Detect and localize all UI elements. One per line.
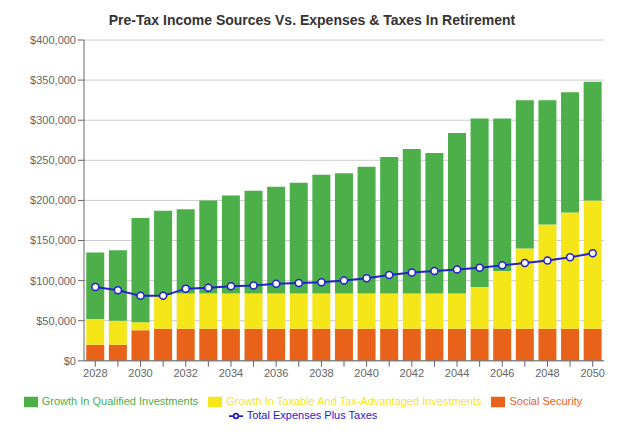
svg-text:2028: 2028: [83, 367, 107, 379]
svg-text:$250,000: $250,000: [30, 154, 76, 166]
svg-text:2032: 2032: [173, 367, 197, 379]
html-text:Total Expenses Plus Taxes: Total Expenses Plus Taxes: [246, 408, 378, 421]
html-text:Growth In Taxable And Tax-Adva: Growth In Taxable And Tax-Advantaged Inv…: [226, 394, 482, 407]
svg-text:$0: $0: [64, 355, 76, 367]
svg-text:2046: 2046: [490, 367, 514, 379]
svg-text:2036: 2036: [264, 367, 288, 379]
svg-text:$150,000: $150,000: [30, 234, 76, 246]
svg-text:2040: 2040: [354, 367, 378, 379]
svg-text:2034: 2034: [219, 367, 243, 379]
html-text:Social Security: Social Security: [509, 394, 583, 407]
svg-text:$300,000: $300,000: [30, 114, 76, 126]
svg-text:$400,000: $400,000: [30, 34, 76, 46]
svg-text:2048: 2048: [535, 367, 559, 379]
html-text:Growth In Qualified Investment: Growth In Qualified Investments: [41, 394, 199, 407]
svg-text:2050: 2050: [580, 367, 604, 379]
svg-text:2044: 2044: [445, 367, 469, 379]
svg-text:$350,000: $350,000: [30, 74, 76, 86]
svg-text:2038: 2038: [309, 367, 333, 379]
svg-text:$50,000: $50,000: [36, 315, 76, 327]
svg-text:$200,000: $200,000: [30, 194, 76, 206]
svg-text:$100,000: $100,000: [30, 275, 76, 287]
svg-text:2030: 2030: [128, 367, 152, 379]
svg-text:2042: 2042: [400, 367, 424, 379]
html-text:Pre-Tax Income Sources Vs. Exp: Pre-Tax Income Sources Vs. Expenses & Ta…: [108, 12, 516, 28]
